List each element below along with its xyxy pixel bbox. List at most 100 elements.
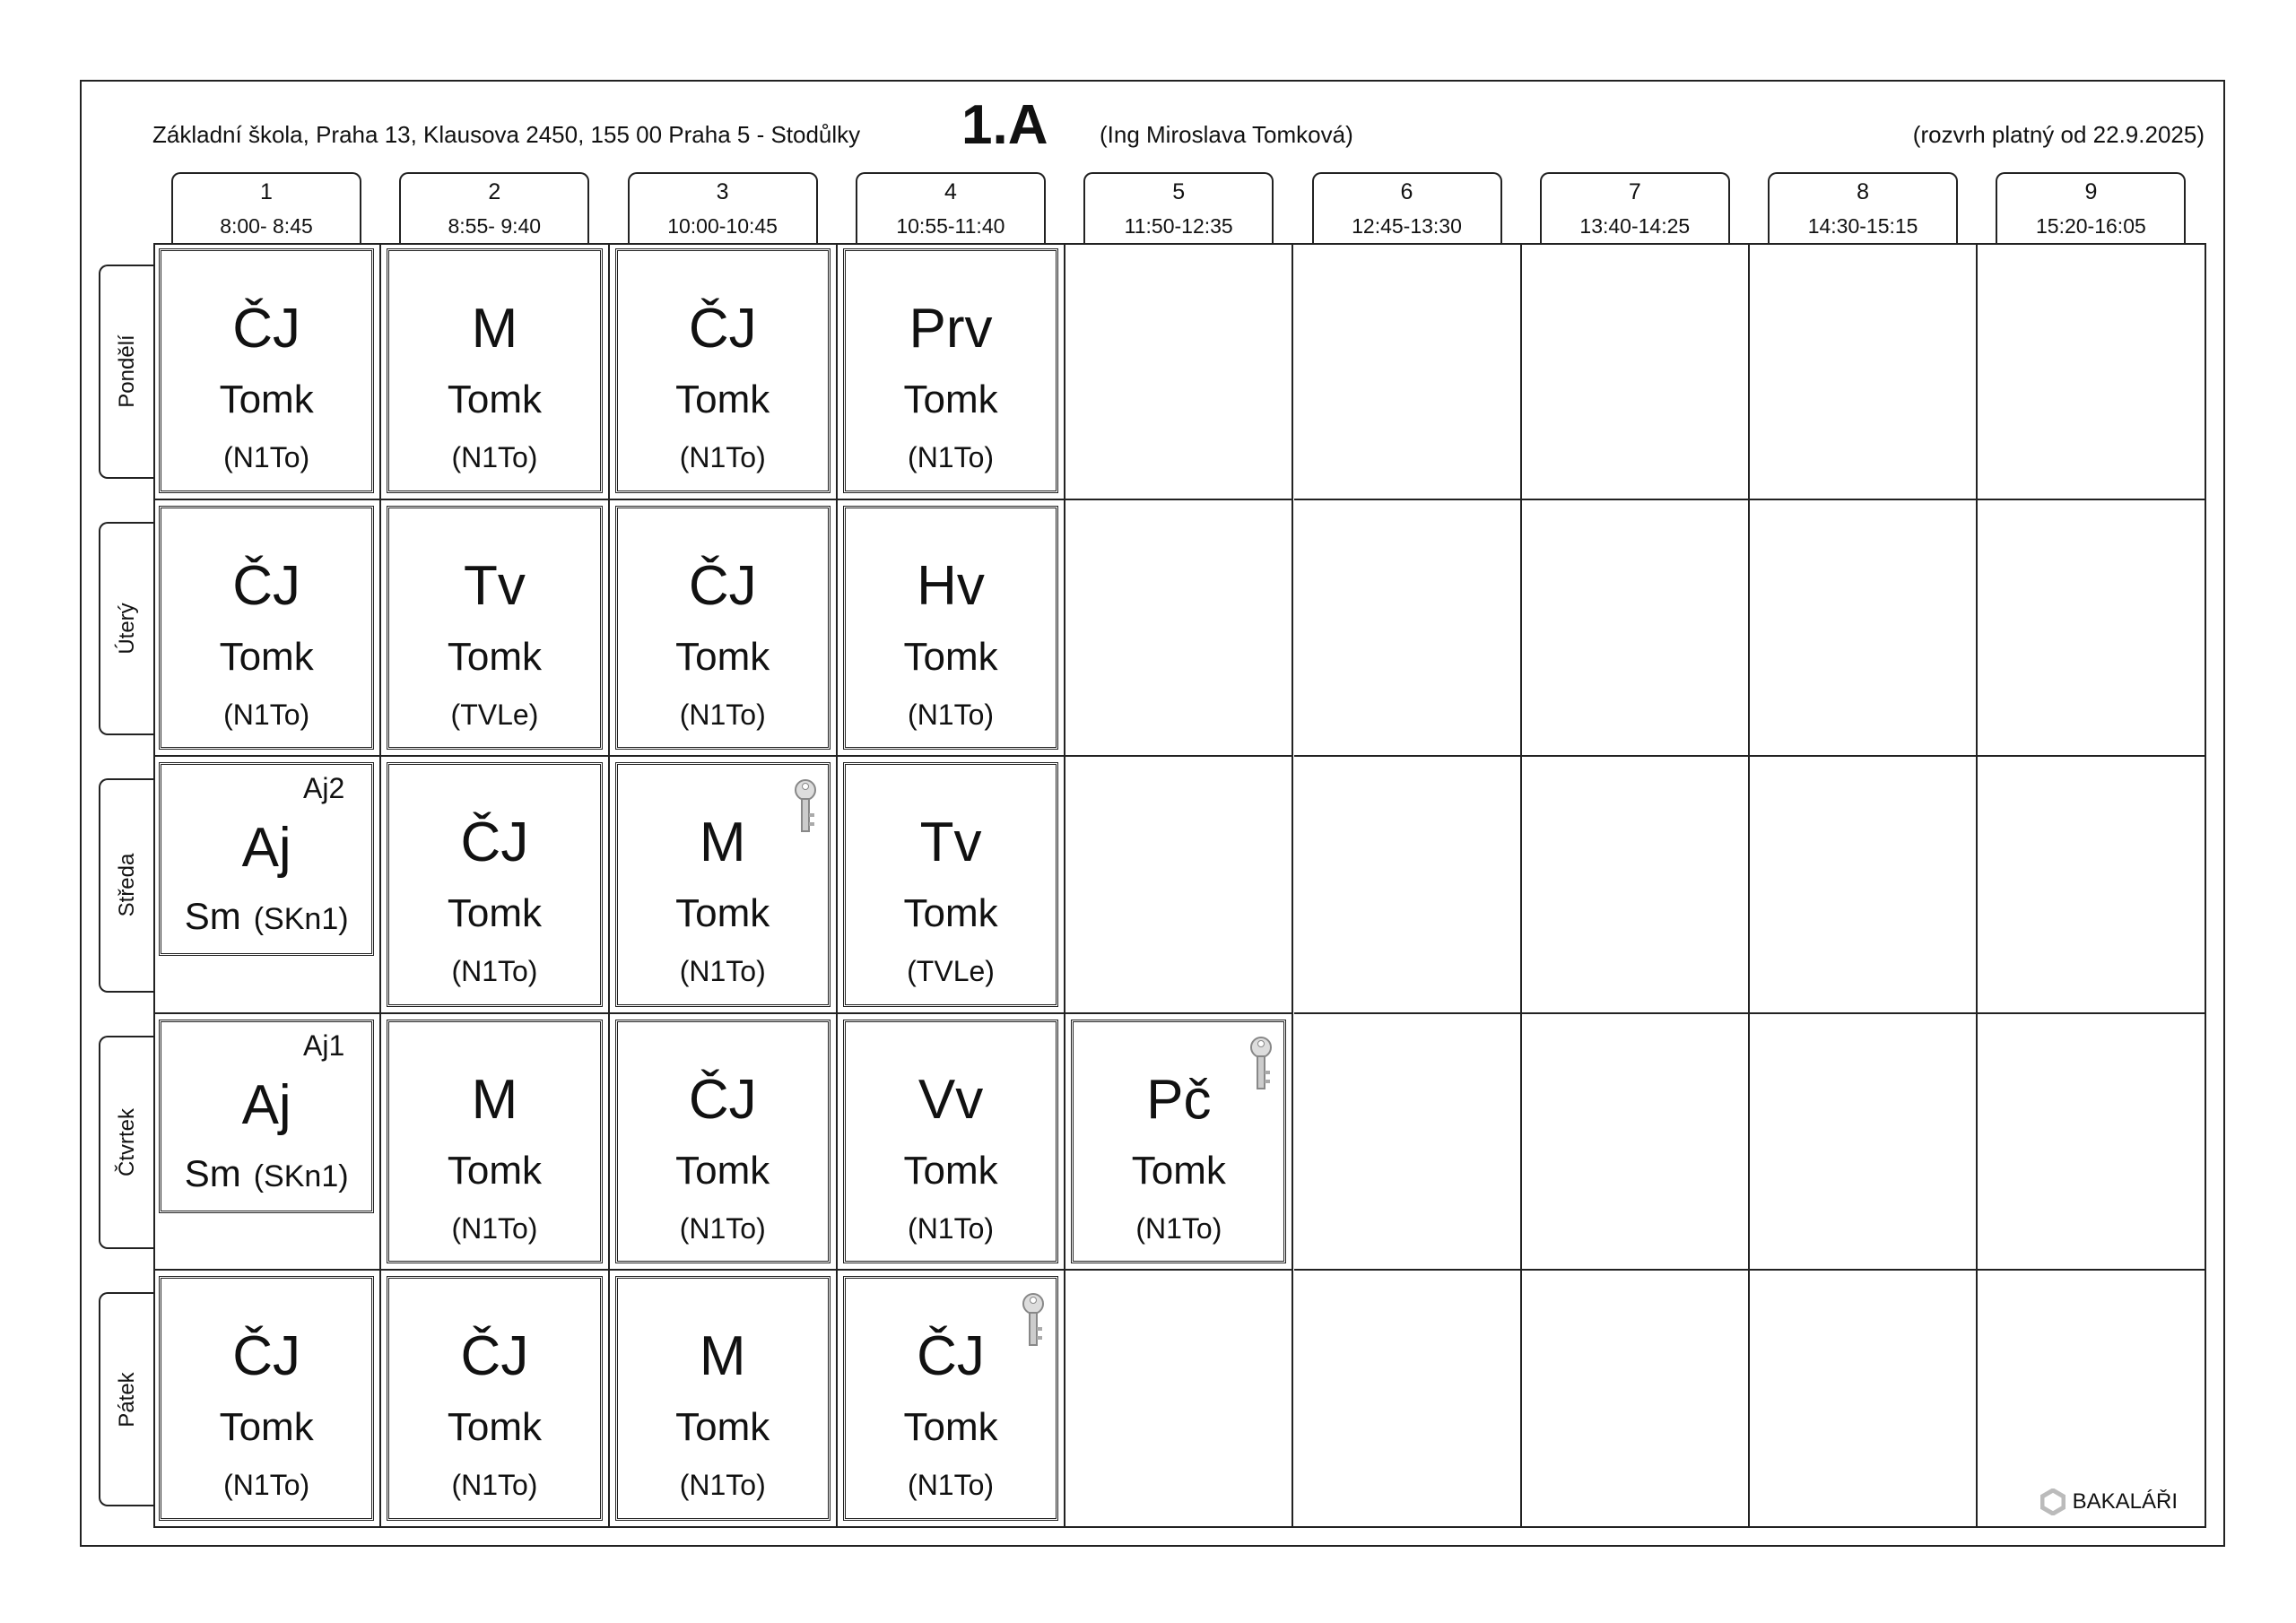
lesson-card[interactable]: ČJ Tomk (N1To) bbox=[614, 505, 831, 751]
lesson-card[interactable]: M Tomk (N1To) bbox=[387, 1019, 603, 1264]
timetable-cell[interactable] bbox=[1750, 499, 1979, 758]
timetable-cell[interactable]: M Tomk (N1To) bbox=[610, 1271, 838, 1526]
subject: Tv bbox=[919, 812, 982, 874]
lesson-card[interactable]: M Tomk (N1To) bbox=[614, 762, 831, 1007]
lesson-card[interactable]: M Tomk (N1To) bbox=[387, 248, 603, 493]
timetable-cell[interactable]: ČJ Tomk (N1To) bbox=[153, 499, 382, 758]
timetable-cell[interactable]: M Tomk (N1To) bbox=[381, 1013, 610, 1271]
lesson-card[interactable]: ČJ Tomk (N1To) bbox=[842, 1276, 1059, 1521]
room: (N1To) bbox=[1135, 1211, 1222, 1245]
lesson-card[interactable]: Vv Tomk (N1To) bbox=[842, 1019, 1059, 1264]
teacher: Tomk bbox=[447, 1148, 542, 1193]
lesson-card[interactable]: Tv Tomk (TVLe) bbox=[842, 762, 1059, 1007]
period-header: 7 13:40-14:25 bbox=[1539, 172, 1730, 244]
timetable-cell[interactable]: Pč Tomk (N1To) bbox=[1065, 1013, 1294, 1271]
room: (N1To) bbox=[679, 698, 766, 731]
timetable-cell[interactable] bbox=[1750, 243, 1979, 500]
day-name: Úterý bbox=[115, 603, 139, 655]
lesson-card[interactable]: ČJ Tomk (N1To) bbox=[159, 248, 375, 493]
day-header: Pondělí bbox=[99, 265, 154, 479]
subject: ČJ bbox=[688, 554, 757, 617]
timetable-cell[interactable] bbox=[1293, 1013, 1522, 1271]
timetable-cell[interactable] bbox=[1521, 1013, 1751, 1271]
teacher: Tomk bbox=[447, 1405, 542, 1450]
teacher: Tomk bbox=[675, 891, 770, 936]
timetable-cell[interactable] bbox=[1750, 1271, 1979, 1526]
day-header: Pátek bbox=[99, 1292, 154, 1506]
timetable-cell[interactable]: ČJ Tomk (N1To) bbox=[609, 1013, 838, 1271]
class-teacher: (Ing Miroslava Tomková) bbox=[1100, 121, 1353, 148]
timetable-cell[interactable]: Aj1 Aj Sm (SKn1) bbox=[153, 1013, 382, 1271]
day-header: Úterý bbox=[99, 521, 154, 736]
lesson-card[interactable]: ČJ Tomk (N1To) bbox=[387, 1276, 603, 1521]
timetable-cell[interactable]: Hv Tomk (N1To) bbox=[837, 499, 1066, 758]
subject: M bbox=[699, 1325, 746, 1388]
timetable-cell[interactable] bbox=[1293, 243, 1522, 500]
timetable-cell[interactable] bbox=[1522, 1271, 1751, 1526]
timetable-cell[interactable]: ČJ Tomk (N1To) bbox=[838, 1271, 1066, 1526]
lesson-card[interactable]: ČJ Tomk (N1To) bbox=[614, 248, 831, 493]
timetable-cell[interactable] bbox=[1065, 757, 1294, 1014]
lesson-card[interactable]: Pč Tomk (N1To) bbox=[1071, 1019, 1287, 1264]
lesson-card[interactable]: Aj1 Aj Sm (SKn1) bbox=[159, 1019, 375, 1213]
timetable-cell[interactable]: ČJ Tomk (N1To) bbox=[609, 499, 838, 758]
teacher: Tomk bbox=[903, 1148, 998, 1193]
day-name: Pondělí bbox=[115, 334, 139, 408]
timetable-cell[interactable]: Tv Tomk (TVLe) bbox=[381, 499, 610, 758]
subject: Prv bbox=[909, 298, 993, 360]
timetable-cell[interactable] bbox=[1750, 757, 1979, 1014]
subject: Pč bbox=[1146, 1068, 1212, 1131]
lesson-card[interactable]: ČJ Tomk (N1To) bbox=[387, 762, 603, 1007]
lesson-card[interactable]: ČJ Tomk (N1To) bbox=[614, 1019, 831, 1264]
timetable-cell[interactable]: ČJ Tomk (N1To) bbox=[381, 757, 610, 1014]
period-number: 9 bbox=[2084, 179, 2098, 204]
timetable-cell[interactable] bbox=[1294, 1271, 1522, 1526]
timetable-cell[interactable] bbox=[1293, 499, 1522, 758]
timetable-cell[interactable] bbox=[1065, 243, 1294, 500]
lesson-card[interactable]: Aj2 Aj Sm (SKn1) bbox=[159, 762, 375, 957]
timetable-cell[interactable] bbox=[1978, 1014, 2205, 1271]
period-number: 5 bbox=[1172, 179, 1186, 204]
subject: Tv bbox=[464, 554, 526, 617]
room: (SKn1) bbox=[253, 1159, 349, 1193]
timetable-cell[interactable]: M Tomk (N1To) bbox=[609, 757, 838, 1014]
timetable-cell[interactable] bbox=[1521, 499, 1751, 758]
timetable-cell[interactable]: Prv Tomk (N1To) bbox=[837, 243, 1066, 500]
logo-text: BAKALÁŘI bbox=[2072, 1489, 2178, 1514]
timetable-cell[interactable] bbox=[1521, 243, 1751, 500]
room: (N1To) bbox=[679, 1469, 766, 1502]
lesson-card[interactable]: ČJ Tomk (N1To) bbox=[159, 505, 375, 751]
lesson-card[interactable]: Tv Tomk (TVLe) bbox=[387, 505, 603, 751]
timetable-cell[interactable]: M Tomk (N1To) bbox=[381, 243, 610, 500]
timetable-cell[interactable] bbox=[1978, 500, 2205, 758]
timetable-cell[interactable] bbox=[1065, 1271, 1294, 1526]
period-header: 9 15:20-16:05 bbox=[1996, 172, 2187, 244]
timetable-cell[interactable]: Vv Tomk (N1To) bbox=[837, 1013, 1066, 1271]
timetable-cell[interactable]: Aj2 Aj Sm (SKn1) bbox=[153, 757, 382, 1014]
timetable-cell[interactable]: ČJ Tomk (N1To) bbox=[153, 1271, 382, 1526]
timetable-cell[interactable] bbox=[1978, 243, 2205, 500]
lesson-card[interactable]: M Tomk (N1To) bbox=[614, 1276, 831, 1521]
lesson-card[interactable]: ČJ Tomk (N1To) bbox=[159, 1276, 375, 1521]
room: (N1To) bbox=[679, 955, 766, 988]
teacher: Tomk bbox=[1131, 1148, 1226, 1193]
room: (N1To) bbox=[451, 955, 538, 988]
timetable-cell[interactable] bbox=[1065, 499, 1294, 758]
timetable-cell[interactable] bbox=[1978, 757, 2205, 1014]
lesson-card[interactable]: Prv Tomk (N1To) bbox=[842, 248, 1059, 493]
teacher: Tomk bbox=[219, 378, 314, 421]
timetable-cell[interactable]: Tv Tomk (TVLe) bbox=[837, 757, 1066, 1014]
teacher: Tomk bbox=[903, 378, 998, 421]
timetable-cell[interactable] bbox=[1750, 1013, 1979, 1271]
teacher: Tomk bbox=[447, 634, 542, 679]
timetable-cell[interactable]: ČJ Tomk (N1To) bbox=[381, 1271, 610, 1526]
day-header: Středa bbox=[99, 778, 154, 993]
room: (TVLe) bbox=[450, 698, 539, 731]
timetable-cell[interactable]: ČJ Tomk (N1To) bbox=[153, 243, 382, 500]
timetable-cell[interactable]: ČJ Tomk (N1To) bbox=[609, 243, 838, 500]
period-header: 1 8:00- 8:45 bbox=[171, 172, 361, 244]
timetable-cell[interactable] bbox=[1293, 757, 1522, 1014]
teacher: Tomk bbox=[219, 634, 314, 679]
timetable-cell[interactable] bbox=[1521, 757, 1751, 1014]
lesson-card[interactable]: Hv Tomk (N1To) bbox=[842, 505, 1059, 751]
